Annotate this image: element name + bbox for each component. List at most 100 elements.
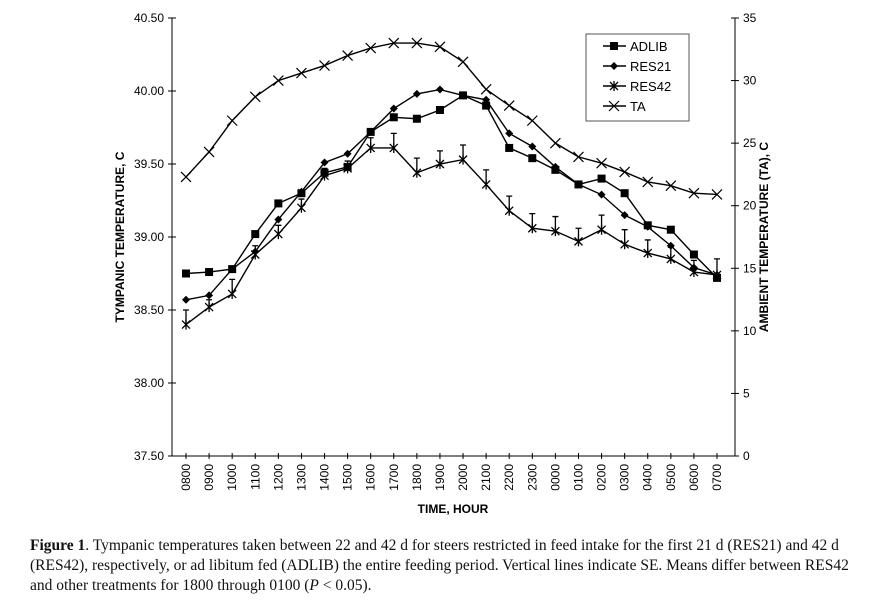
marker-square — [666, 225, 675, 234]
marker-square — [597, 174, 606, 183]
figure-caption: Figure 1. Tympanic temperatures taken be… — [30, 536, 860, 596]
y-tick-label: 37.50 — [134, 449, 164, 463]
y-axis-label: TYMPANIC TEMPERATURE, C — [113, 151, 127, 322]
x-tick-label: 2000 — [456, 464, 470, 491]
series-line — [185, 94, 718, 279]
marks — [180, 37, 723, 330]
marker-x — [226, 115, 238, 127]
marker-asterisk — [609, 81, 619, 91]
marker-diamond — [320, 158, 329, 167]
x-tick-label: 0400 — [641, 464, 655, 491]
x-tick-label: 0100 — [571, 464, 585, 491]
y-tick-label: 38.00 — [134, 376, 164, 390]
caption-text-end: < 0.05). — [318, 577, 372, 594]
marker-x — [549, 137, 561, 149]
x-axis-label: TIME, HOUR — [418, 502, 489, 516]
y-tick-label: 39.00 — [134, 230, 164, 244]
x-tick-label: 0900 — [202, 464, 216, 491]
marker-diamond — [412, 89, 421, 98]
x-tick-label: 0500 — [664, 464, 678, 491]
series-ta — [180, 37, 723, 200]
x-tick-label: 1200 — [271, 464, 285, 491]
marker-x — [688, 187, 700, 199]
x-tick-label: 0200 — [595, 464, 609, 491]
x-tick-label: 2100 — [479, 464, 493, 491]
legend-label: RES42 — [630, 79, 671, 94]
marker-x — [319, 60, 330, 71]
marker-x — [296, 67, 307, 79]
x-tick-label: 0800 — [179, 464, 193, 491]
marker-diamond — [389, 104, 398, 113]
marker-asterisk — [296, 202, 306, 213]
marker-x — [457, 56, 469, 68]
y2-tick-label: 0 — [743, 449, 750, 463]
marker-asterisk — [574, 236, 583, 247]
x-tick-label: 1400 — [318, 464, 332, 491]
series-line — [185, 42, 718, 196]
caption-p-symbol: P — [309, 577, 319, 594]
marker-square — [482, 101, 491, 110]
y2-tick-label: 25 — [743, 136, 757, 150]
marker-asterisk — [204, 302, 214, 313]
x-tick-label: 1800 — [410, 464, 424, 491]
series-res42 — [181, 132, 722, 330]
y2-tick-label: 15 — [743, 261, 757, 275]
marker-diamond — [610, 62, 618, 70]
marker-square — [389, 113, 398, 122]
series-line — [185, 88, 718, 301]
marker-diamond — [297, 187, 306, 196]
y-tick-label: 40.50 — [134, 11, 164, 25]
marker-asterisk — [320, 170, 329, 181]
marker-diamond — [366, 127, 375, 136]
marker-x — [480, 83, 492, 95]
legend: ADLIB RES21 RES42 TA — [585, 33, 690, 122]
marker-asterisk — [481, 179, 491, 190]
marker-square — [528, 154, 537, 163]
marker-x — [249, 91, 261, 103]
marker-asterisk — [666, 253, 676, 264]
x-tick-label: 1000 — [225, 464, 239, 491]
marker-asterisk — [712, 269, 722, 280]
caption-text: . Tympanic temperatures taken between 22… — [30, 537, 849, 594]
y-tick-label: 40.00 — [134, 84, 164, 98]
x-tick-label: 1700 — [387, 464, 401, 491]
marker-square — [412, 114, 421, 123]
y2-axis-label: AMBIENT TEMPERATURE (TA), C — [757, 142, 771, 333]
marker-diamond — [597, 190, 606, 199]
x-tick-label: 1600 — [364, 464, 378, 491]
x-tick-label: 0600 — [687, 464, 701, 491]
marker-x — [665, 180, 677, 192]
marker-square — [182, 269, 190, 278]
marker-asterisk — [412, 167, 422, 178]
marker-square — [610, 42, 618, 50]
x-tick-label: 0700 — [710, 464, 724, 491]
y2-tick-label: 10 — [743, 324, 757, 338]
x-tick-label: 0300 — [618, 464, 632, 491]
marker-asterisk — [643, 248, 653, 259]
legend-label: RES21 — [630, 59, 671, 74]
marker-diamond — [643, 222, 652, 231]
x-tick-label: 2300 — [525, 464, 539, 491]
x-tick-label: 0000 — [548, 464, 562, 491]
y-tick-label: 39.50 — [134, 157, 164, 171]
marker-diamond — [551, 162, 560, 171]
marker-x — [526, 115, 538, 127]
marker-asterisk — [458, 154, 468, 165]
marker-x — [180, 171, 192, 183]
marker-diamond — [528, 142, 537, 151]
y2-tick-label: 35 — [743, 11, 757, 25]
x-tick-label: 1300 — [294, 464, 308, 491]
y-tick-label: 38.50 — [134, 303, 164, 317]
y2-tick-label: 30 — [743, 74, 757, 88]
marker-x — [342, 50, 354, 61]
marker-x — [642, 176, 654, 188]
x-tick-label: 1900 — [433, 464, 447, 491]
marker-x — [411, 37, 423, 49]
marker-x — [365, 42, 377, 54]
marker-diamond — [182, 295, 190, 304]
axes: 37.50 38.00 38.50 39.00 39.50 40.00 40.50 0 5 10 1… — [134, 11, 757, 491]
legend-label: ADLIB — [630, 39, 668, 54]
marker-asterisk — [435, 159, 445, 169]
marker-x — [388, 37, 400, 49]
chart: 37.50 38.00 38.50 39.00 39.50 40.00 40.50 0 5 10 1… — [113, 11, 771, 516]
